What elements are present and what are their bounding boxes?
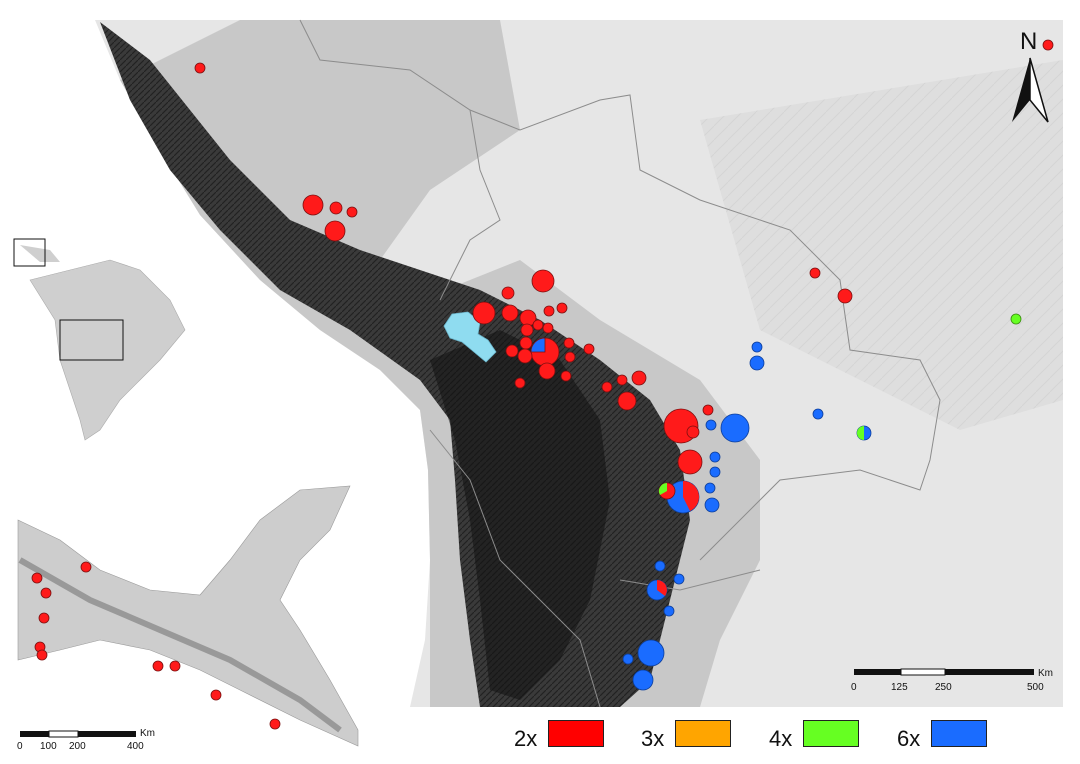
point-red [677, 449, 703, 475]
south-america-inset [13, 238, 186, 441]
point-red [601, 381, 613, 393]
point-blue [632, 669, 654, 691]
legend-label-2x: 2x [514, 726, 538, 751]
point-red [152, 660, 164, 672]
point-red [302, 194, 324, 216]
point-red [809, 267, 821, 279]
point-red [538, 362, 556, 380]
country-borders [299, 19, 941, 708]
point-red [532, 319, 544, 331]
main-scale-tick: 250 [935, 682, 952, 693]
point-blue [622, 653, 634, 665]
point-red [329, 201, 343, 215]
point-red [269, 718, 281, 730]
point-red [501, 286, 515, 300]
inset-scale-unit: Km [140, 728, 155, 739]
point-red [531, 269, 555, 293]
point-red [324, 220, 346, 242]
point-red [542, 322, 554, 334]
amazon-lowland-texture [700, 60, 1063, 430]
point-red [543, 305, 555, 317]
legend-swatch-orange [675, 720, 731, 747]
point-red [472, 301, 496, 325]
point-blue [654, 560, 666, 572]
main-scale-tick: 0 [851, 682, 857, 693]
legend-swatch-blue [931, 720, 987, 747]
legend-label-3x: 3x [641, 726, 665, 751]
legend-label-4x: 4x [769, 726, 793, 751]
point-blue [673, 573, 685, 585]
north-arrow-icon [1012, 57, 1049, 123]
point-blue [709, 451, 721, 463]
altiplano [430, 330, 610, 700]
point-red [617, 391, 637, 411]
point-red [517, 348, 533, 364]
main-scale-tick: 125 [891, 682, 908, 693]
point-blue [749, 355, 765, 371]
point-red [169, 660, 181, 672]
point-red [1042, 39, 1054, 51]
sample-points-blue [622, 341, 824, 691]
legend-swatch-green [803, 720, 859, 747]
inset-scale-bar [20, 730, 136, 738]
point-red [583, 343, 595, 355]
central-america-inset [17, 485, 359, 747]
inset-extent-box-main [59, 319, 124, 361]
point-red [564, 351, 576, 363]
inset-scale-tick: 200 [69, 741, 86, 752]
point-red [702, 404, 714, 416]
point-blue [704, 497, 720, 513]
point-red [560, 370, 572, 382]
point-blue [704, 482, 716, 494]
point-red [519, 336, 533, 350]
point-blue [751, 341, 763, 353]
point-red [40, 587, 52, 599]
point-blue [812, 408, 824, 420]
inset-extent-box-central-america [13, 238, 46, 267]
point-red [501, 304, 519, 322]
point-red [686, 425, 700, 439]
main-scale-unit: Km [1038, 668, 1053, 679]
point-blue [663, 605, 675, 617]
point-red [38, 612, 50, 624]
inset-points [31, 561, 281, 730]
point-red [556, 302, 568, 314]
point-red [563, 337, 575, 349]
legend-label-6x: 6x [897, 726, 921, 751]
lake-titicaca [443, 311, 497, 363]
point-red [80, 561, 92, 573]
point-red [346, 206, 358, 218]
point-blue [709, 466, 721, 478]
point-blue [705, 419, 717, 431]
inset-scale-tick: 400 [127, 741, 144, 752]
inset-scale-tick: 100 [40, 741, 57, 752]
point-blue [637, 639, 665, 667]
point-red [36, 649, 48, 661]
point-red [194, 62, 206, 74]
main-scale-bar [854, 668, 1034, 676]
point-red [616, 374, 628, 386]
point-red [837, 288, 853, 304]
legend-swatch-red [548, 720, 604, 747]
sample-points [194, 39, 1054, 475]
point-red [520, 323, 534, 337]
north-label: N [1020, 28, 1038, 55]
point-red [631, 370, 647, 386]
point-green [1010, 313, 1022, 325]
point-red [31, 572, 43, 584]
point-blue [720, 413, 750, 443]
point-red [210, 689, 222, 701]
point-red [505, 344, 519, 358]
pie-points [646, 313, 1022, 601]
point-red [514, 377, 526, 389]
main-scale-tick: 500 [1027, 682, 1044, 693]
inset-scale-tick: 0 [17, 741, 23, 752]
